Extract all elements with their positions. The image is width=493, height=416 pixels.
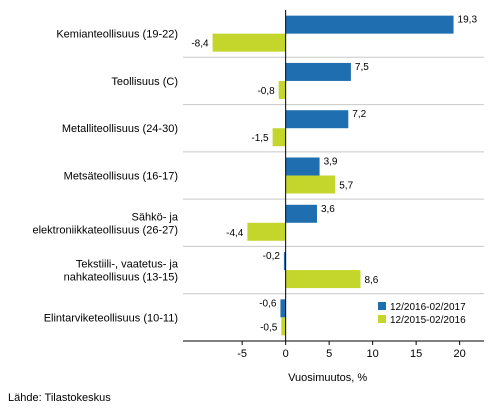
category-label: Metalliteollisuus (24-30) (62, 123, 178, 135)
value-labels: 19,3 -8,4 7,5 -0,8 7,2 -1,5 3,9 5,7 3,6 -4,4 -0,2 8… (191, 15, 477, 334)
bar-series-1-4 (285, 204, 317, 223)
value-label: 8,6 (364, 275, 378, 286)
category-label: Tekstiili-, vaatetus- ja (76, 259, 179, 271)
value-label: -0,8 (257, 86, 275, 97)
bar-series-2-5 (285, 270, 361, 289)
category-label: Elintarviketeollisuus (10-11) (44, 312, 178, 324)
x-tick-label: 15 (410, 348, 422, 360)
legend-swatch (378, 315, 386, 323)
legend-label: 12/2015-02/2016 (390, 315, 466, 326)
bar-series-2-4 (247, 222, 286, 241)
x-tick-label: 5 (326, 348, 332, 360)
category-label: Kemianteollisuus (19-22) (56, 29, 178, 41)
bar-series-2-3 (285, 175, 336, 194)
value-label: -4,4 (226, 228, 244, 239)
category-label: Sähkö- ja (132, 211, 179, 223)
value-label: 3,6 (321, 204, 335, 215)
value-label: 5,7 (339, 181, 353, 192)
category-label: elektroniikkateollisuus (26-27) (32, 224, 178, 236)
bars (212, 15, 454, 336)
bar-series-1-1 (285, 62, 351, 81)
value-label: 3,9 (324, 157, 338, 168)
value-label: 7,5 (355, 62, 369, 73)
x-tick-label: 10 (367, 348, 379, 360)
value-label: 7,2 (352, 109, 366, 120)
legend: 12/2016-02/2017 12/2015-02/2016 (378, 302, 466, 326)
legend-label: 12/2016-02/2017 (390, 302, 466, 313)
bar-series-1-5 (283, 252, 286, 271)
value-label: -0,2 (263, 251, 281, 262)
x-tick-label: 0 (283, 348, 289, 360)
legend-swatch (378, 302, 386, 310)
source-note: Lähde: Tilastokeskus (8, 392, 111, 404)
bar-series-2-0 (212, 33, 286, 52)
category-labels: Kemianteollisuus (19-22) Teollisuus (C) Me… (32, 29, 178, 325)
value-label: -8,4 (191, 39, 209, 50)
x-tick-label: 20 (454, 348, 466, 360)
bar-series-2-2 (272, 128, 286, 147)
value-label: -1,5 (251, 133, 269, 144)
value-label: -0,6 (259, 298, 277, 309)
bar-series-1-3 (285, 157, 320, 176)
category-label: nahkateollisuus (13-15) (64, 272, 178, 284)
value-label: 19,3 (458, 15, 478, 26)
bar-series-2-6 (281, 317, 286, 336)
x-axis: -5 0 5 10 15 20 (183, 10, 484, 360)
category-label: Metsäteollisuus (16-17) (64, 171, 178, 183)
grid-lines (183, 56, 484, 295)
category-label: Teollisuus (C) (111, 76, 178, 88)
x-tick-label: -5 (237, 348, 247, 360)
x-axis-title: Vuosimuutos, % (288, 372, 367, 384)
bar-series-1-2 (285, 110, 349, 129)
value-label: -0,5 (260, 322, 278, 333)
bar-series-2-1 (278, 80, 286, 99)
bar-series-1-0 (285, 15, 454, 34)
bar-series-1-6 (280, 299, 286, 318)
